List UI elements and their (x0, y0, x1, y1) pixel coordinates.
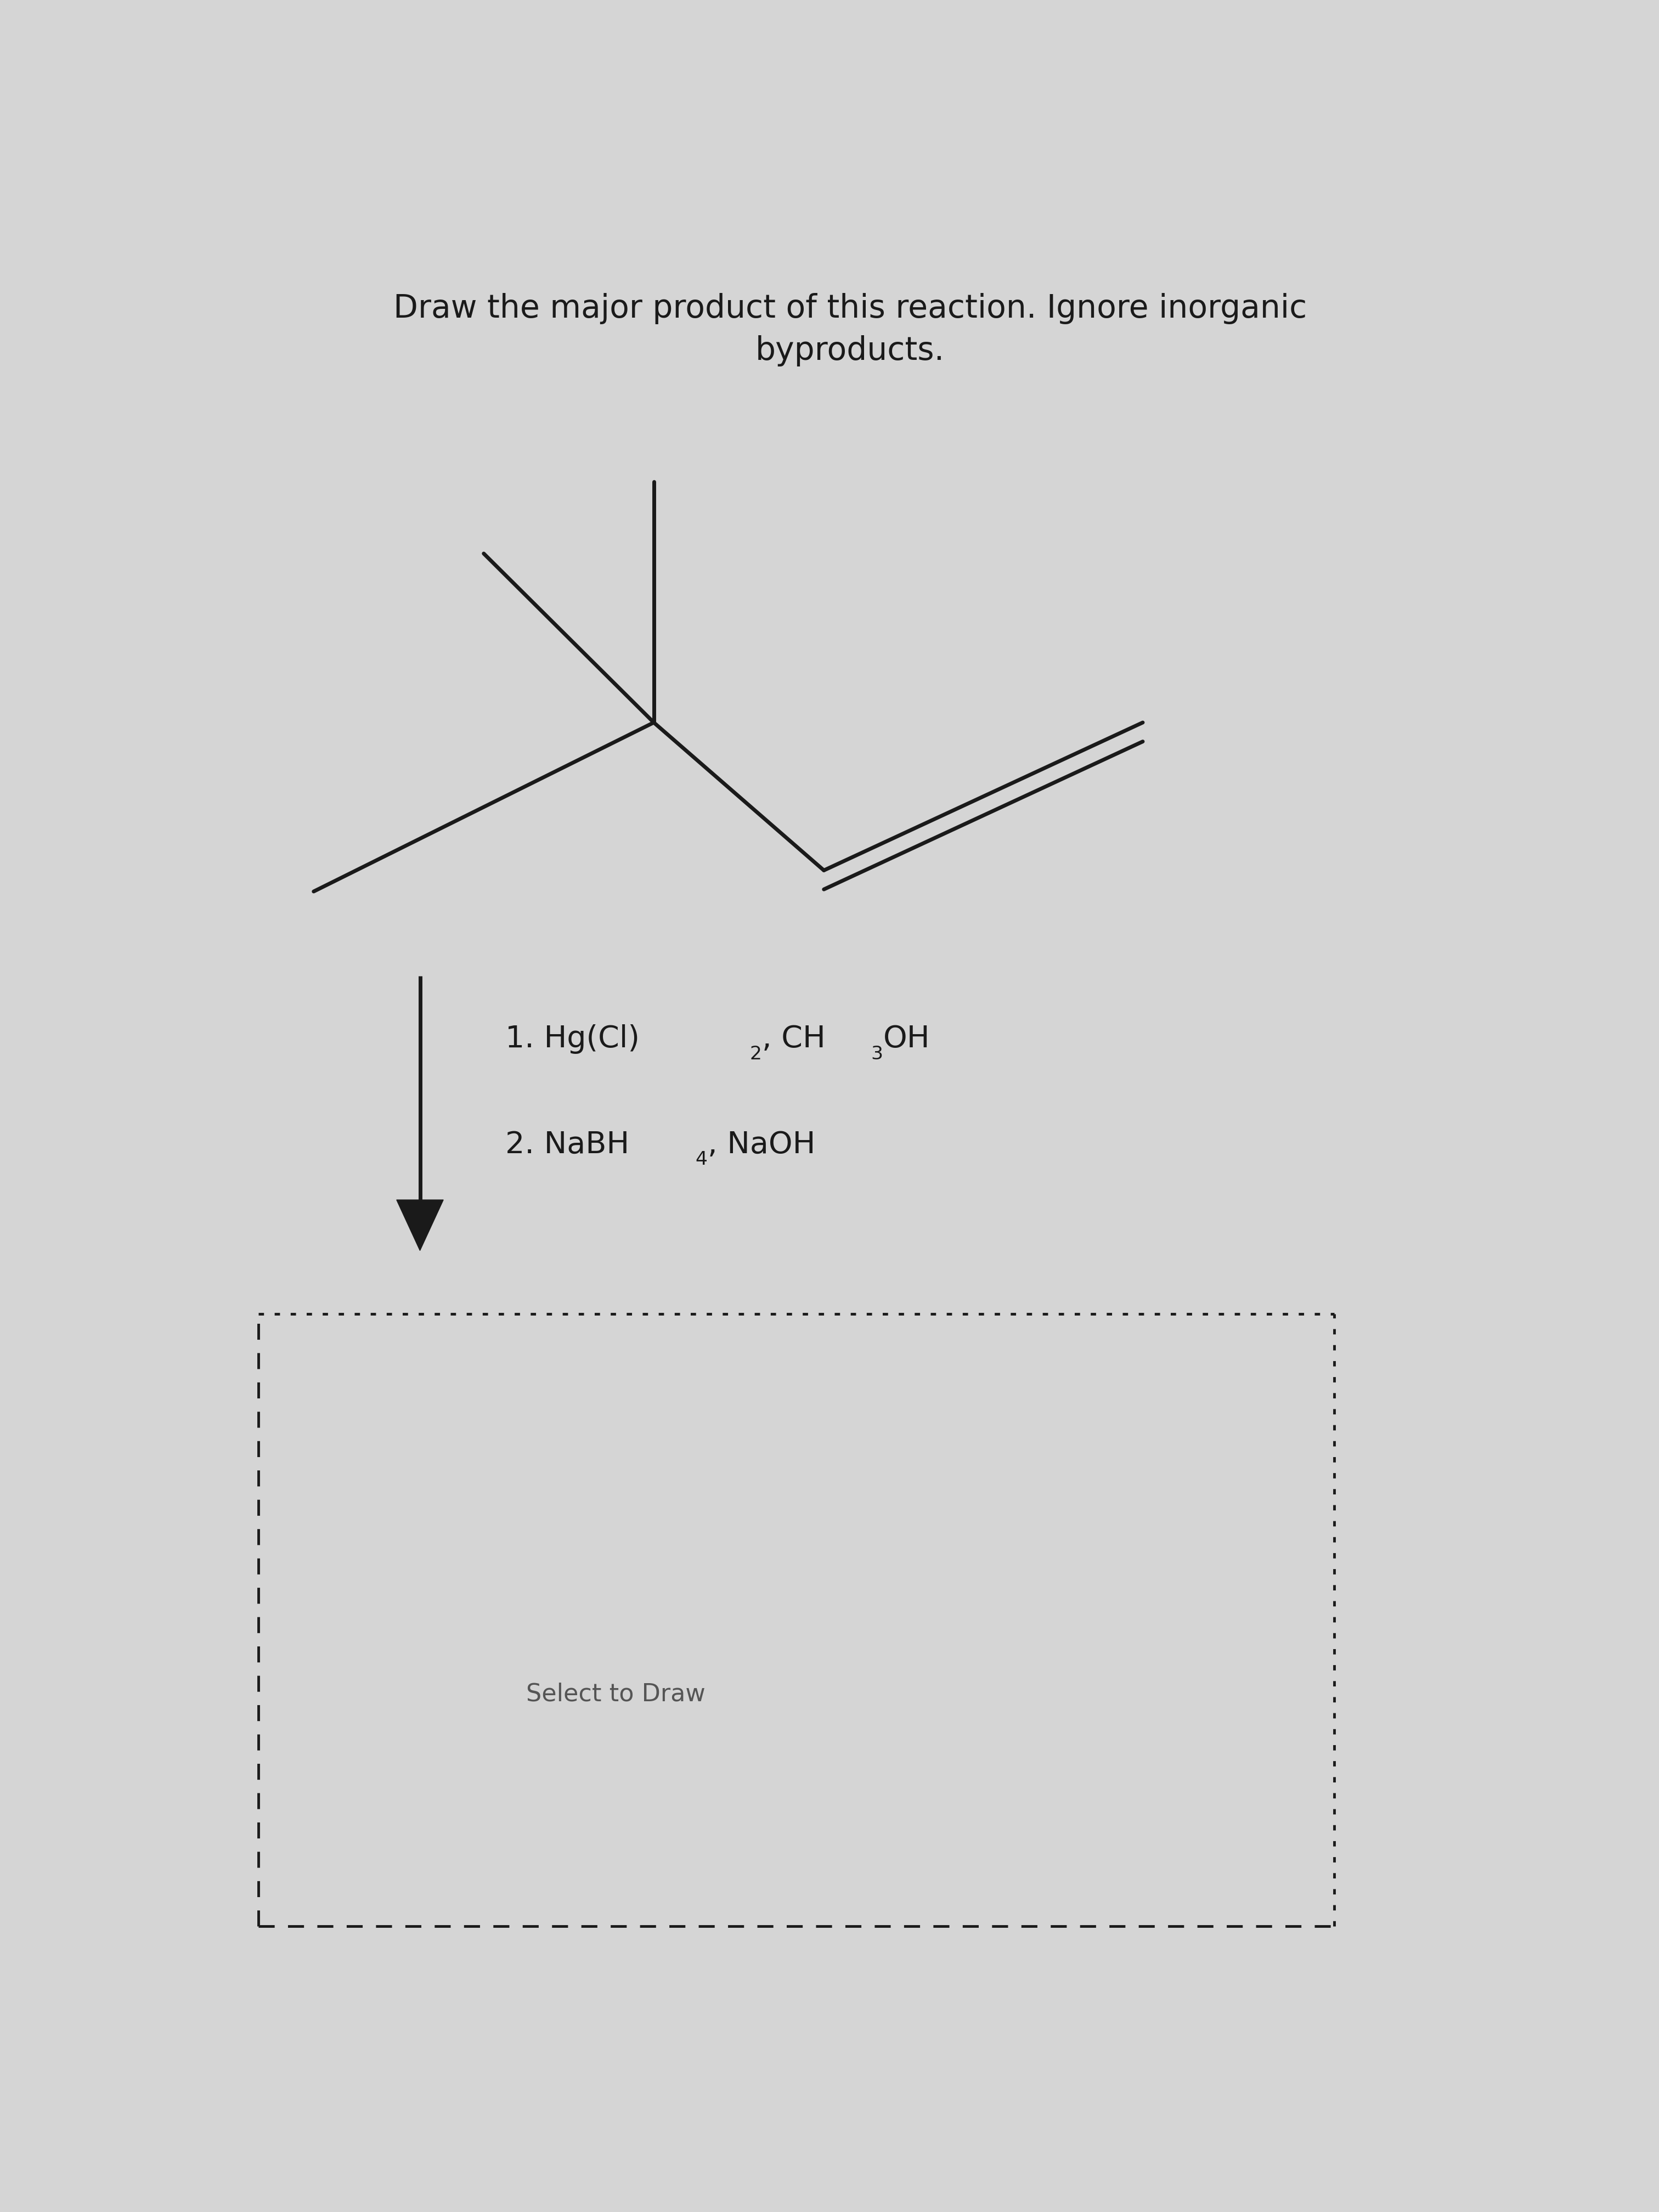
Text: , CH: , CH (761, 1024, 826, 1055)
Text: byproducts.: byproducts. (755, 336, 946, 367)
Text: 1. Hg(Cl): 1. Hg(Cl) (504, 1024, 639, 1055)
Text: 2. NaBH: 2. NaBH (504, 1130, 629, 1159)
Text: , NaOH: , NaOH (708, 1130, 816, 1159)
Text: OH: OH (883, 1024, 931, 1055)
Text: 3: 3 (871, 1044, 883, 1064)
Text: Select to Draw: Select to Draw (526, 1683, 705, 1705)
Text: Draw the major product of this reaction. Ignore inorganic: Draw the major product of this reaction.… (393, 292, 1307, 325)
Text: 4: 4 (695, 1150, 707, 1168)
Polygon shape (397, 1199, 443, 1250)
Text: 2: 2 (750, 1044, 761, 1064)
